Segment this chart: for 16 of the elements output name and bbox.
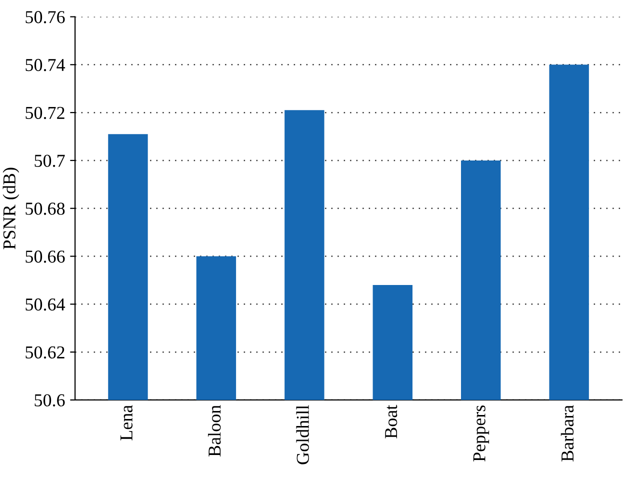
y-tick-label: 50.6: [34, 394, 65, 406]
x-tick-label: Peppers: [473, 405, 490, 462]
y-axis-title: PSNR (dB): [2, 168, 20, 250]
y-tick-label: 50.74: [26, 58, 66, 72]
x-tick-label: Boat: [385, 404, 398, 438]
x-tick-label: Barbara: [560, 405, 574, 462]
x-tick-label: Goldhill: [296, 405, 309, 464]
y-tick-label: 50.64: [26, 298, 66, 311]
x-tick-label: Lena: [120, 405, 132, 440]
y-tick-label: 50.62: [26, 346, 64, 359]
y-tick-label: 50.66: [26, 250, 65, 263]
y-tick-label: 50.68: [26, 202, 65, 215]
y-tick-label: 50.72: [26, 106, 64, 120]
y-tick-label: 50.7: [34, 154, 65, 167]
y-tick-label: 50.76: [26, 11, 65, 24]
x-tick-label: Baloon: [208, 405, 221, 456]
